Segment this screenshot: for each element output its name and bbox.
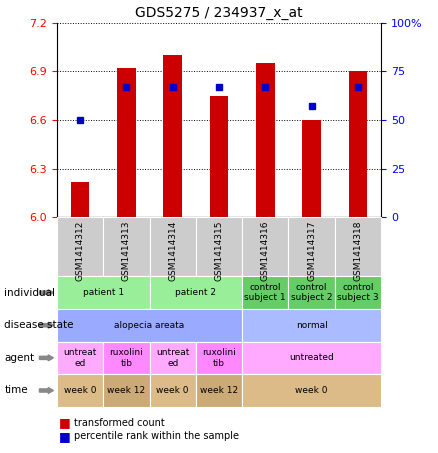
- Text: patient 1: patient 1: [83, 288, 124, 297]
- Text: individual: individual: [4, 288, 55, 298]
- Bar: [71, 182, 89, 217]
- Text: week 0: week 0: [295, 386, 328, 395]
- Text: week 12: week 12: [107, 386, 145, 395]
- Text: agent: agent: [4, 353, 35, 363]
- Text: GSM1414316: GSM1414316: [261, 220, 270, 281]
- Text: GSM1414318: GSM1414318: [353, 220, 362, 281]
- Text: week 0: week 0: [156, 386, 189, 395]
- Text: GSM1414315: GSM1414315: [215, 220, 223, 281]
- Text: ■: ■: [59, 430, 71, 443]
- Text: alopecia areata: alopecia areata: [114, 321, 185, 330]
- Text: transformed count: transformed count: [74, 418, 165, 428]
- Text: GSM1414314: GSM1414314: [168, 220, 177, 281]
- Text: disease state: disease state: [4, 320, 74, 330]
- Title: GDS5275 / 234937_x_at: GDS5275 / 234937_x_at: [135, 6, 303, 20]
- Text: GSM1414313: GSM1414313: [122, 220, 131, 281]
- Bar: [163, 55, 182, 217]
- Bar: [349, 72, 367, 217]
- Text: untreat
ed: untreat ed: [156, 348, 189, 367]
- Bar: [302, 120, 321, 217]
- Text: normal: normal: [296, 321, 328, 330]
- Text: percentile rank within the sample: percentile rank within the sample: [74, 431, 240, 441]
- Text: GSM1414312: GSM1414312: [76, 220, 85, 281]
- Text: ■: ■: [59, 416, 71, 429]
- Text: GSM1414317: GSM1414317: [307, 220, 316, 281]
- Text: untreat
ed: untreat ed: [64, 348, 97, 367]
- Bar: [210, 96, 228, 217]
- Text: control
subject 2: control subject 2: [291, 283, 332, 302]
- Text: untreated: untreated: [289, 353, 334, 362]
- Text: time: time: [4, 386, 28, 395]
- Text: week 0: week 0: [64, 386, 96, 395]
- Bar: [117, 68, 136, 217]
- Text: patient 2: patient 2: [175, 288, 216, 297]
- Text: ruxolini
tib: ruxolini tib: [110, 348, 143, 367]
- Text: week 12: week 12: [200, 386, 238, 395]
- Bar: [256, 63, 275, 217]
- Text: control
subject 1: control subject 1: [244, 283, 286, 302]
- Text: control
subject 3: control subject 3: [337, 283, 379, 302]
- Text: ruxolini
tib: ruxolini tib: [202, 348, 236, 367]
